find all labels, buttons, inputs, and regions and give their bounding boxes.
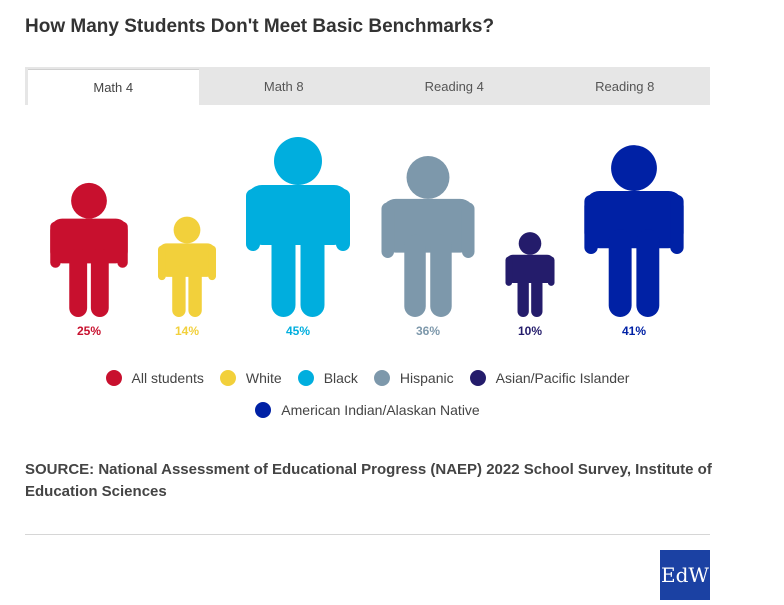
legend-swatch-all-students bbox=[105, 370, 122, 386]
person-head bbox=[611, 145, 657, 192]
person-leg-right bbox=[90, 248, 109, 317]
legend-label: All students bbox=[131, 370, 204, 386]
person-torso bbox=[157, 243, 217, 277]
tab-math-4[interactable]: Math 4 bbox=[28, 70, 199, 105]
legend-item-all-students: All students bbox=[105, 370, 204, 386]
person-head bbox=[406, 156, 450, 199]
legend-label: White bbox=[245, 370, 282, 386]
person-leg-left bbox=[608, 229, 632, 317]
person-arm-right bbox=[670, 194, 684, 255]
person-torso bbox=[381, 198, 475, 253]
person-head bbox=[173, 216, 201, 244]
pictograph-chart: 25% 14% 45% 36% 10% 41% bbox=[50, 137, 684, 338]
legend-item-white: White bbox=[219, 370, 282, 386]
person-leg-left bbox=[69, 248, 88, 317]
value-label-black: 45% bbox=[286, 324, 310, 338]
value-label-american-indian: 41% bbox=[622, 324, 646, 338]
legend-item-hispanic: Hispanic bbox=[373, 370, 454, 386]
person-leg-right bbox=[188, 265, 202, 317]
legend-swatch-asian-pacific-islander bbox=[469, 370, 486, 386]
person-arm-left bbox=[157, 245, 166, 281]
legend-label: Asian/Pacific Islander bbox=[495, 370, 630, 386]
legend-item-black: Black bbox=[297, 370, 358, 386]
legend-swatch-hispanic bbox=[373, 370, 390, 386]
tab-reading-4[interactable]: Reading 4 bbox=[424, 78, 484, 94]
person-arm-right bbox=[547, 256, 555, 286]
person-torso bbox=[505, 254, 555, 284]
tab-math-8[interactable]: Math 8 bbox=[263, 78, 304, 94]
legend-label: Black bbox=[323, 370, 358, 386]
value-label-white: 14% bbox=[175, 324, 199, 338]
person-american-indian bbox=[584, 145, 684, 317]
person-arm-left bbox=[50, 221, 61, 268]
person-leg-left bbox=[271, 225, 296, 317]
legend-label: American Indian/Alaskan Native bbox=[281, 402, 480, 418]
legend-swatch-american-indian bbox=[255, 402, 272, 418]
person-torso bbox=[246, 185, 350, 245]
legend-label: Hispanic bbox=[399, 370, 454, 386]
value-label-asian-pacific-islander: 10% bbox=[518, 324, 542, 338]
person-arm-left bbox=[584, 194, 598, 255]
person-leg-left bbox=[172, 265, 186, 317]
person-white bbox=[157, 216, 217, 317]
person-head bbox=[71, 182, 107, 219]
tab-reading-8[interactable]: Reading 8 bbox=[595, 78, 655, 94]
person-head bbox=[518, 232, 542, 255]
value-label-hispanic: 36% bbox=[416, 324, 440, 338]
person-arm-right bbox=[461, 202, 475, 258]
legend-swatch-white bbox=[219, 370, 236, 386]
person-arm-left bbox=[381, 202, 395, 258]
person-leg-right bbox=[430, 234, 452, 317]
person-leg-left bbox=[404, 234, 426, 317]
legend-item-american-indian: American Indian/Alaskan Native bbox=[255, 402, 480, 418]
person-leg-right bbox=[531, 273, 543, 317]
person-head bbox=[274, 137, 322, 185]
tab-bar: Math 4 Math 8 Reading 4 Reading 8 bbox=[25, 67, 710, 105]
person-torso bbox=[50, 218, 128, 264]
person-arm-right bbox=[208, 245, 217, 281]
edweek-logo: EdW bbox=[660, 550, 710, 600]
value-label-all-students: 25% bbox=[77, 324, 101, 338]
person-arm-left bbox=[246, 189, 260, 251]
person-arm-right bbox=[336, 189, 350, 251]
divider bbox=[25, 534, 710, 535]
legend-item-asian-pacific-islander: Asian/Pacific Islander bbox=[469, 370, 630, 386]
person-leg-right bbox=[300, 225, 325, 317]
person-torso bbox=[584, 191, 684, 249]
person-arm-right bbox=[117, 221, 128, 268]
person-arm-left bbox=[505, 256, 513, 286]
legend: All students White Black Hispanic Asian/… bbox=[0, 370, 735, 418]
person-hispanic bbox=[381, 156, 475, 317]
chart-title: How Many Students Don't Meet Basic Bench… bbox=[25, 16, 495, 37]
legend-swatch-black bbox=[297, 370, 314, 386]
person-leg-right bbox=[636, 229, 660, 317]
person-black bbox=[246, 137, 350, 317]
source-note: SOURCE: National Assessment of Education… bbox=[25, 461, 712, 500]
person-leg-left bbox=[517, 273, 529, 317]
person-asian-pacific-islander bbox=[505, 232, 555, 317]
person-all-students bbox=[50, 182, 128, 317]
